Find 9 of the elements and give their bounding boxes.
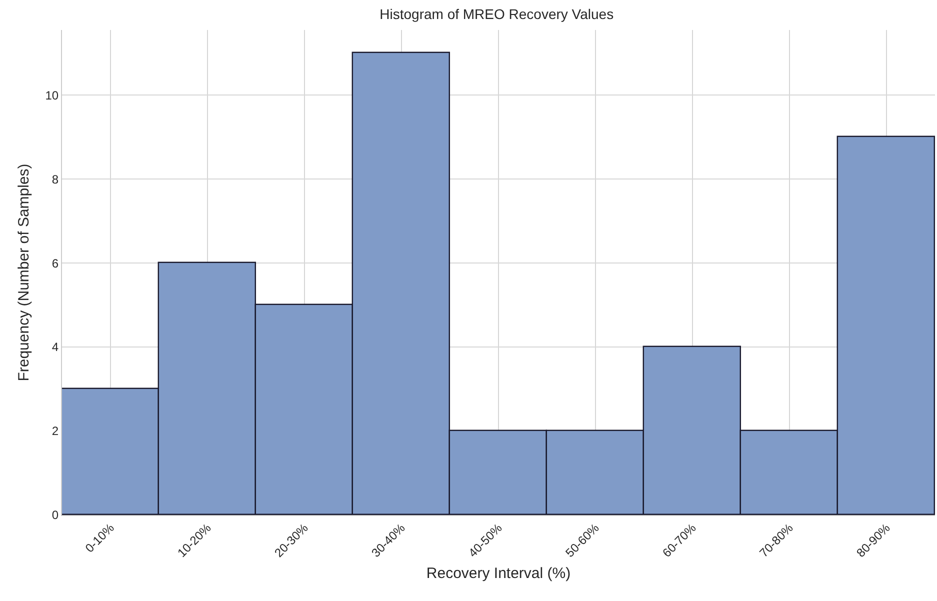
- y-tick-label: 10: [45, 88, 59, 102]
- y-tick-label: 0: [52, 508, 59, 522]
- x-axis-title: Recovery Interval (%): [426, 565, 571, 582]
- y-tick-label: 2: [52, 424, 59, 438]
- y-tick-label: 4: [52, 340, 59, 354]
- chart-title: Histogram of MREO Recovery Values: [380, 6, 614, 22]
- y-axis-title: Frequency (Number of Samples): [15, 164, 32, 382]
- y-tick-label: 6: [52, 256, 59, 270]
- y-tick-label: 8: [52, 172, 59, 186]
